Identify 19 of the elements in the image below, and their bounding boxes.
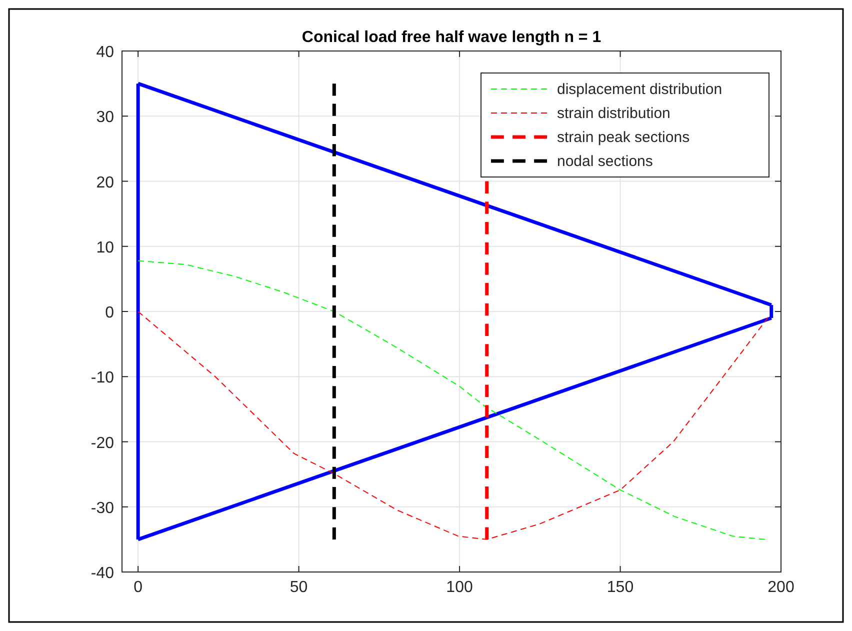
legend-label: nodal sections [557, 153, 653, 170]
x-tick-label: 50 [290, 579, 308, 596]
x-tick-label: 100 [446, 579, 473, 596]
y-tick-label: 0 [105, 304, 114, 322]
y-tick-label: 30 [96, 109, 114, 126]
y-tick-label: -20 [90, 434, 114, 452]
x-tick-label: 0 [134, 579, 143, 596]
y-tick-label: -40 [90, 565, 114, 582]
legend-label: strain distribution [557, 105, 670, 122]
y-tick-label: -30 [90, 500, 114, 517]
chart-title: Conical load free half wave length n = 1 [302, 29, 602, 46]
y-tick-label: 10 [96, 239, 114, 256]
legend-label: displacement distribution [557, 81, 722, 98]
x-tick-label: 150 [606, 579, 634, 596]
y-tick-label: 20 [96, 174, 114, 192]
y-tick-label: 40 [96, 44, 114, 61]
x-tick-label: 200 [768, 579, 794, 596]
legend-label: strain peak sections [557, 129, 690, 146]
y-tick-label: -10 [90, 370, 114, 387]
